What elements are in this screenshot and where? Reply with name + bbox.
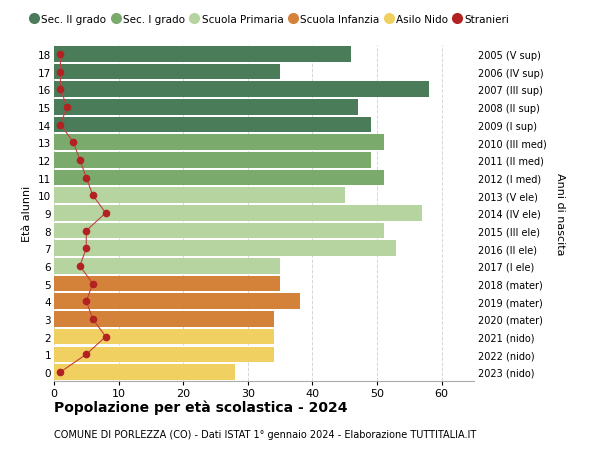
Bar	[54, 294, 299, 309]
Bar	[54, 364, 235, 380]
Bar	[54, 329, 274, 345]
Bar	[54, 153, 371, 168]
Bar	[54, 206, 422, 221]
Bar	[54, 65, 280, 80]
Bar	[54, 135, 383, 151]
Text: Popolazione per età scolastica - 2024: Popolazione per età scolastica - 2024	[54, 399, 347, 414]
Y-axis label: Età alunni: Età alunni	[22, 185, 32, 241]
Text: COMUNE DI PORLEZZA (CO) - Dati ISTAT 1° gennaio 2024 - Elaborazione TUTTITALIA.I: COMUNE DI PORLEZZA (CO) - Dati ISTAT 1° …	[54, 429, 476, 439]
Bar	[54, 47, 351, 62]
Bar	[54, 241, 397, 257]
Bar	[54, 312, 274, 327]
Bar	[54, 82, 429, 98]
Bar	[54, 188, 345, 203]
Bar	[54, 347, 274, 362]
Y-axis label: Anni di nascita: Anni di nascita	[555, 172, 565, 255]
Legend: Sec. II grado, Sec. I grado, Scuola Primaria, Scuola Infanzia, Asilo Nido, Stran: Sec. II grado, Sec. I grado, Scuola Prim…	[26, 11, 514, 29]
Bar	[54, 276, 280, 292]
Bar	[54, 258, 280, 274]
Bar	[54, 100, 358, 115]
Bar	[54, 118, 371, 133]
Bar	[54, 224, 383, 239]
Bar	[54, 170, 383, 186]
